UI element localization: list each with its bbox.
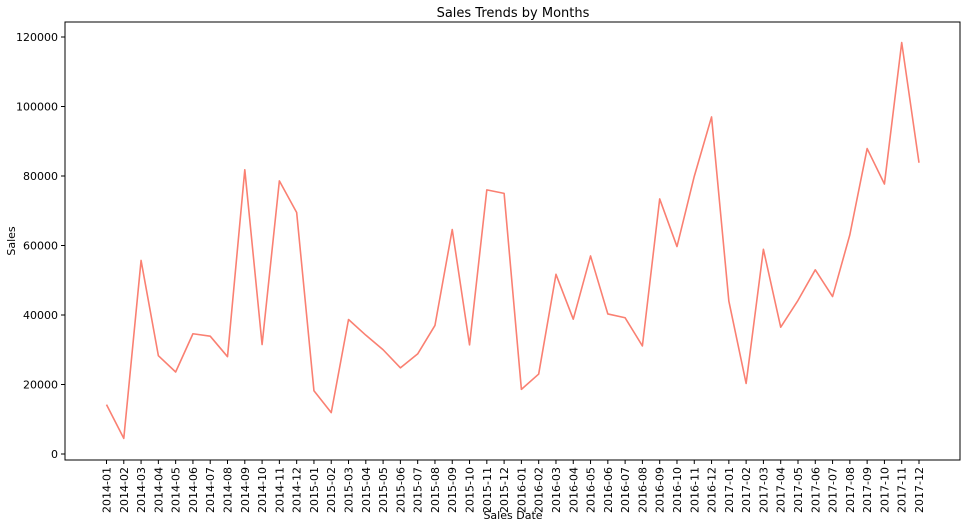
x-tick-label: 2015-09 (446, 467, 459, 513)
x-tick-label: 2017-06 (809, 467, 822, 513)
x-tick-label: 2015-07 (412, 467, 425, 513)
x-tick-label: 2015-11 (481, 467, 494, 513)
x-tick-label: 2015-12 (498, 467, 511, 513)
x-tick-label: 2017-04 (775, 467, 788, 513)
x-tick-label: 2016-11 (688, 467, 701, 513)
x-tick-label: 2014-06 (187, 467, 200, 513)
x-tick-label: 2016-06 (602, 467, 615, 513)
x-tick-label: 2015-04 (360, 467, 373, 513)
x-tick-label: 2016-07 (619, 467, 632, 513)
x-tick-label: 2015-06 (394, 467, 407, 513)
y-tick-label: 20000 (23, 379, 58, 392)
x-tick-label: 2015-02 (325, 467, 338, 513)
plot-area: 0 20000 40000 60000 80000 100000 120000 2014-0… (16, 21, 961, 513)
x-tick-label: 2016-03 (550, 467, 563, 513)
x-tick-label: 2016-10 (671, 467, 684, 513)
x-tick-label: 2016-12 (706, 467, 719, 513)
x-axis-ticks: 2014-01 2014-02 2014-03 2014-04 2014-05 2014-… (101, 460, 926, 513)
x-tick-label: 2017-12 (913, 467, 926, 513)
x-tick-label: 2014-02 (118, 467, 131, 513)
x-tick-label: 2015-08 (429, 467, 442, 513)
data-points (105, 41, 920, 439)
x-tick-label: 2017-08 (844, 467, 857, 513)
x-tick-label: 2017-09 (861, 467, 874, 513)
y-tick-label: 60000 (23, 240, 58, 253)
y-axis-label: Sales (5, 226, 18, 256)
y-axis-ticks: 0 20000 40000 60000 80000 100000 120000 (16, 31, 65, 461)
x-tick-label: 2014-11 (273, 467, 286, 513)
x-tick-label: 2014-12 (291, 467, 304, 513)
plot-frame (64, 21, 961, 461)
x-tick-label: 2016-01 (515, 467, 528, 513)
x-tick-label: 2016-04 (567, 467, 580, 513)
x-tick-label: 2016-09 (654, 467, 667, 513)
x-tick-label: 2014-01 (101, 467, 114, 513)
x-tick-label: 2014-10 (256, 467, 269, 513)
x-axis-label: Sales Date (483, 509, 542, 522)
x-tick-label: 2017-02 (740, 467, 753, 513)
x-tick-label: 2016-05 (585, 467, 598, 513)
x-tick-label: 2015-03 (343, 467, 356, 513)
y-tick-label: 0 (51, 448, 58, 461)
x-tick-label: 2016-08 (636, 467, 649, 513)
y-tick-label: 80000 (23, 170, 58, 183)
x-tick-label: 2017-10 (878, 467, 891, 513)
y-tick-label: 100000 (16, 101, 58, 114)
x-tick-label: 2015-01 (308, 467, 321, 513)
x-tick-label: 2015-05 (377, 467, 390, 513)
x-tick-label: 2015-10 (464, 467, 477, 513)
x-tick-label: 2014-05 (170, 467, 183, 513)
chart-title: Sales Trends by Months (437, 6, 590, 21)
x-tick-label: 2017-01 (723, 467, 736, 513)
x-tick-label: 2017-07 (827, 467, 840, 513)
x-tick-label: 2017-05 (792, 467, 805, 513)
x-tick-label: 2014-04 (152, 467, 165, 513)
x-tick-label: 2014-09 (239, 467, 252, 513)
y-tick-label: 120000 (16, 31, 58, 44)
x-tick-label: 2017-11 (896, 467, 909, 513)
x-tick-label: 2014-08 (222, 467, 235, 513)
y-tick-label: 40000 (23, 309, 58, 322)
x-tick-label: 2017-03 (757, 467, 770, 513)
series-line (105, 41, 920, 440)
x-tick-label: 2014-07 (204, 467, 217, 513)
x-tick-label: 2016-02 (533, 467, 546, 513)
x-tick-label: 2014-03 (135, 467, 148, 513)
